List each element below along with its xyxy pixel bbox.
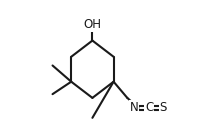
Text: OH: OH bbox=[83, 18, 101, 31]
Text: N: N bbox=[130, 101, 138, 114]
Text: S: S bbox=[160, 101, 167, 114]
Text: C: C bbox=[145, 101, 153, 114]
